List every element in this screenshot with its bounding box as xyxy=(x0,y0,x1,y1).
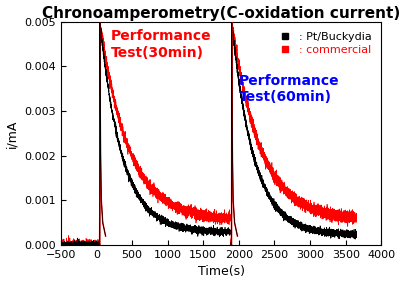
Text: Performance
Test(30min): Performance Test(30min) xyxy=(111,30,211,60)
X-axis label: Time(s): Time(s) xyxy=(198,266,245,278)
Text: Performance
Test(60min): Performance Test(60min) xyxy=(239,74,340,104)
Legend: : Pt/Buckydia, : commercial: : Pt/Buckydia, : commercial xyxy=(270,27,376,60)
Title: Chronoamperometry(C-oxidation current): Chronoamperometry(C-oxidation current) xyxy=(42,6,400,20)
Y-axis label: i/mA: i/mA xyxy=(6,119,18,148)
